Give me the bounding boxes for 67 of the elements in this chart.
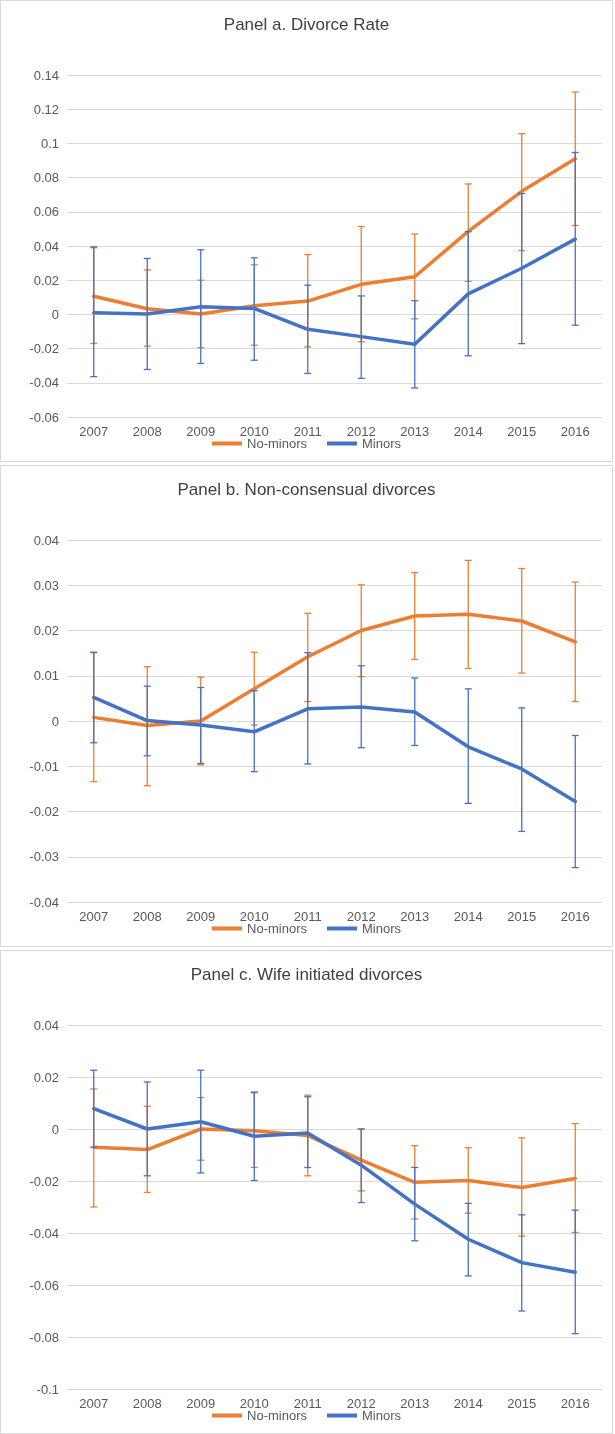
- y-tick-label: 0: [51, 1121, 59, 1137]
- y-tick-label: 0.04: [33, 1017, 59, 1033]
- y-tick-label: -0.06: [29, 1277, 59, 1293]
- x-tick-label: 2011: [293, 424, 322, 439]
- legend-label: Minors: [361, 436, 402, 451]
- y-tick-label: 0.02: [33, 272, 59, 288]
- x-tick-label: 2008: [132, 1396, 162, 1411]
- x-tick-label: 2009: [186, 909, 216, 924]
- y-tick-label: 0.03: [33, 577, 59, 593]
- x-tick-label: 2015: [507, 1396, 537, 1411]
- x-tick-label: 2016: [560, 1396, 590, 1411]
- x-tick-label: 2012: [346, 909, 376, 924]
- y-tick-label: 0: [51, 306, 59, 322]
- chart-title: Panel c. Wife initiated divorces: [190, 965, 423, 984]
- x-tick-label: 2012: [346, 424, 376, 439]
- x-tick-label: 2010: [239, 909, 269, 924]
- x-tick-label: 2011: [293, 1396, 322, 1411]
- x-tick-label: 2008: [132, 909, 162, 924]
- x-tick-label: 2013: [400, 424, 430, 439]
- y-tick-label: 0.1: [40, 135, 59, 151]
- x-tick-label: 2013: [400, 909, 430, 924]
- y-tick-label: -0.02: [29, 804, 59, 819]
- legend-label: No-minors: [247, 921, 308, 936]
- x-tick-label: 2010: [239, 1396, 269, 1411]
- x-tick-label: 2016: [560, 909, 590, 924]
- y-tick-label: -0.04: [29, 894, 59, 910]
- x-tick-label: 2015: [507, 909, 537, 924]
- legend-label: Minors: [361, 921, 402, 936]
- x-tick-label: 2010: [239, 424, 269, 439]
- y-tick-label: -0.02: [29, 341, 59, 357]
- x-tick-label: 2016: [560, 424, 590, 439]
- x-tick-label: 2014: [453, 1396, 483, 1411]
- y-tick-label: -0.06: [29, 409, 59, 425]
- y-tick-label: 0.04: [33, 238, 59, 254]
- legend-label: Minors: [361, 1408, 402, 1423]
- y-tick-label: 0.06: [33, 204, 59, 220]
- y-tick-label: -0.03: [29, 849, 59, 865]
- x-tick-label: 2007: [79, 1396, 109, 1411]
- x-tick-label: 2012: [346, 1396, 376, 1411]
- x-tick-label: 2011: [293, 909, 322, 924]
- y-tick-label: -0.01: [29, 758, 59, 774]
- y-tick-label: -0.02: [29, 1173, 59, 1189]
- x-tick-label: 2007: [79, 424, 109, 439]
- y-tick-label: 0.01: [33, 668, 59, 684]
- y-tick-label: 0.08: [33, 170, 59, 186]
- y-tick-label: 0.14: [33, 67, 59, 83]
- legend-label: No-minors: [247, 436, 308, 451]
- chart-title: Panel b. Non-consensual divorces: [177, 480, 436, 499]
- y-tick-label: 0.02: [33, 1069, 59, 1085]
- y-tick-label: 0: [51, 713, 59, 729]
- chart-title: Panel a. Divorce Rate: [223, 15, 390, 34]
- x-tick-label: 2009: [186, 424, 216, 439]
- y-tick-label: 0.02: [33, 623, 59, 638]
- x-tick-label: 2013: [400, 1396, 430, 1411]
- y-tick-label: -0.04: [29, 1225, 59, 1241]
- y-tick-label: -0.08: [29, 1329, 59, 1345]
- legend-label: No-minors: [247, 1408, 308, 1423]
- x-tick-label: 2009: [186, 1396, 216, 1411]
- y-tick-label: 0.04: [33, 532, 59, 548]
- x-tick-label: 2014: [453, 424, 483, 439]
- y-tick-label: 0.12: [33, 101, 59, 117]
- y-tick-label: -0.1: [36, 1381, 59, 1397]
- x-tick-label: 2014: [453, 909, 483, 924]
- x-tick-label: 2008: [132, 424, 162, 439]
- x-tick-label: 2007: [79, 909, 109, 924]
- y-tick-label: -0.04: [29, 375, 59, 391]
- x-tick-label: 2015: [507, 424, 537, 439]
